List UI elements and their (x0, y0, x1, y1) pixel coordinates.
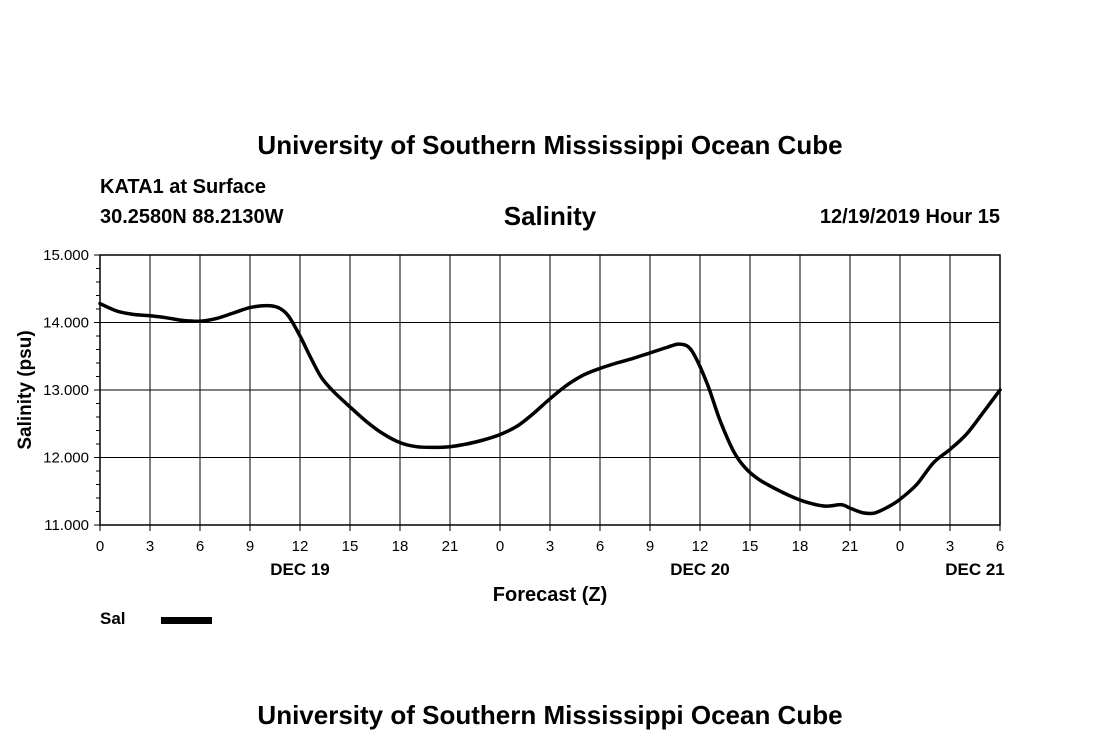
x-tick-label: 9 (246, 538, 254, 555)
x-tick-label: 3 (546, 538, 554, 555)
y-tick-label: 12.000 (43, 450, 89, 467)
x-tick-label: 12 (692, 538, 709, 555)
chart-title: Salinity (503, 201, 597, 231)
x-tick-label: 3 (946, 538, 954, 555)
x-tick-label: 0 (896, 538, 904, 555)
x-tick-label: 18 (792, 538, 809, 555)
series-line-sal (98, 301, 1002, 516)
x-tick-label: 15 (742, 538, 759, 555)
y-tick-label: 15.000 (43, 247, 89, 264)
series-layer (98, 301, 1002, 516)
x-tick-label: 0 (96, 538, 104, 555)
x-tick-label: 12 (292, 538, 309, 555)
x-tick-label: 3 (146, 538, 154, 555)
y-tick-label: 13.000 (43, 382, 89, 399)
x-tick-label: 21 (442, 538, 459, 555)
x-tick-label: 18 (392, 538, 409, 555)
day-label: DEC 21 (945, 560, 1005, 579)
grid-layer (99, 254, 1001, 526)
x-tick-label: 6 (196, 538, 204, 555)
x-tick-label: 15 (342, 538, 359, 555)
x-tick-label: 9 (646, 538, 654, 555)
station-label: KATA1 at Surface (100, 176, 266, 198)
x-tick-label: 6 (996, 538, 1004, 555)
legend-swatch (161, 617, 212, 624)
day-label: DEC 20 (670, 560, 730, 579)
x-tick-label: 21 (842, 538, 859, 555)
coordinates-label: 30.2580N 88.2130W (100, 206, 284, 228)
plot-frame (99, 254, 1001, 526)
legend-label: Sal (100, 609, 126, 628)
x-axis-title: Forecast (Z) (493, 584, 607, 606)
footer-title: University of Southern Mississippi Ocean… (257, 700, 843, 730)
y-tick-label: 11.000 (44, 517, 89, 534)
forecast-date-label: 12/19/2019 Hour 15 (819, 206, 1000, 228)
y-axis-title: Salinity (psu) (15, 330, 36, 449)
page-title: University of Southern Mississippi Ocean… (257, 130, 843, 160)
x-tick-label: 0 (496, 538, 504, 555)
day-label: DEC 19 (270, 560, 330, 579)
y-tick-label: 14.000 (43, 315, 89, 332)
tick-layer: 0 3 6 9 12 15 18 21 0 3 6 9 12 15 18 21 0 3 6 11.000 12.000 1… (43, 247, 1005, 579)
x-tick-label: 6 (596, 538, 604, 555)
